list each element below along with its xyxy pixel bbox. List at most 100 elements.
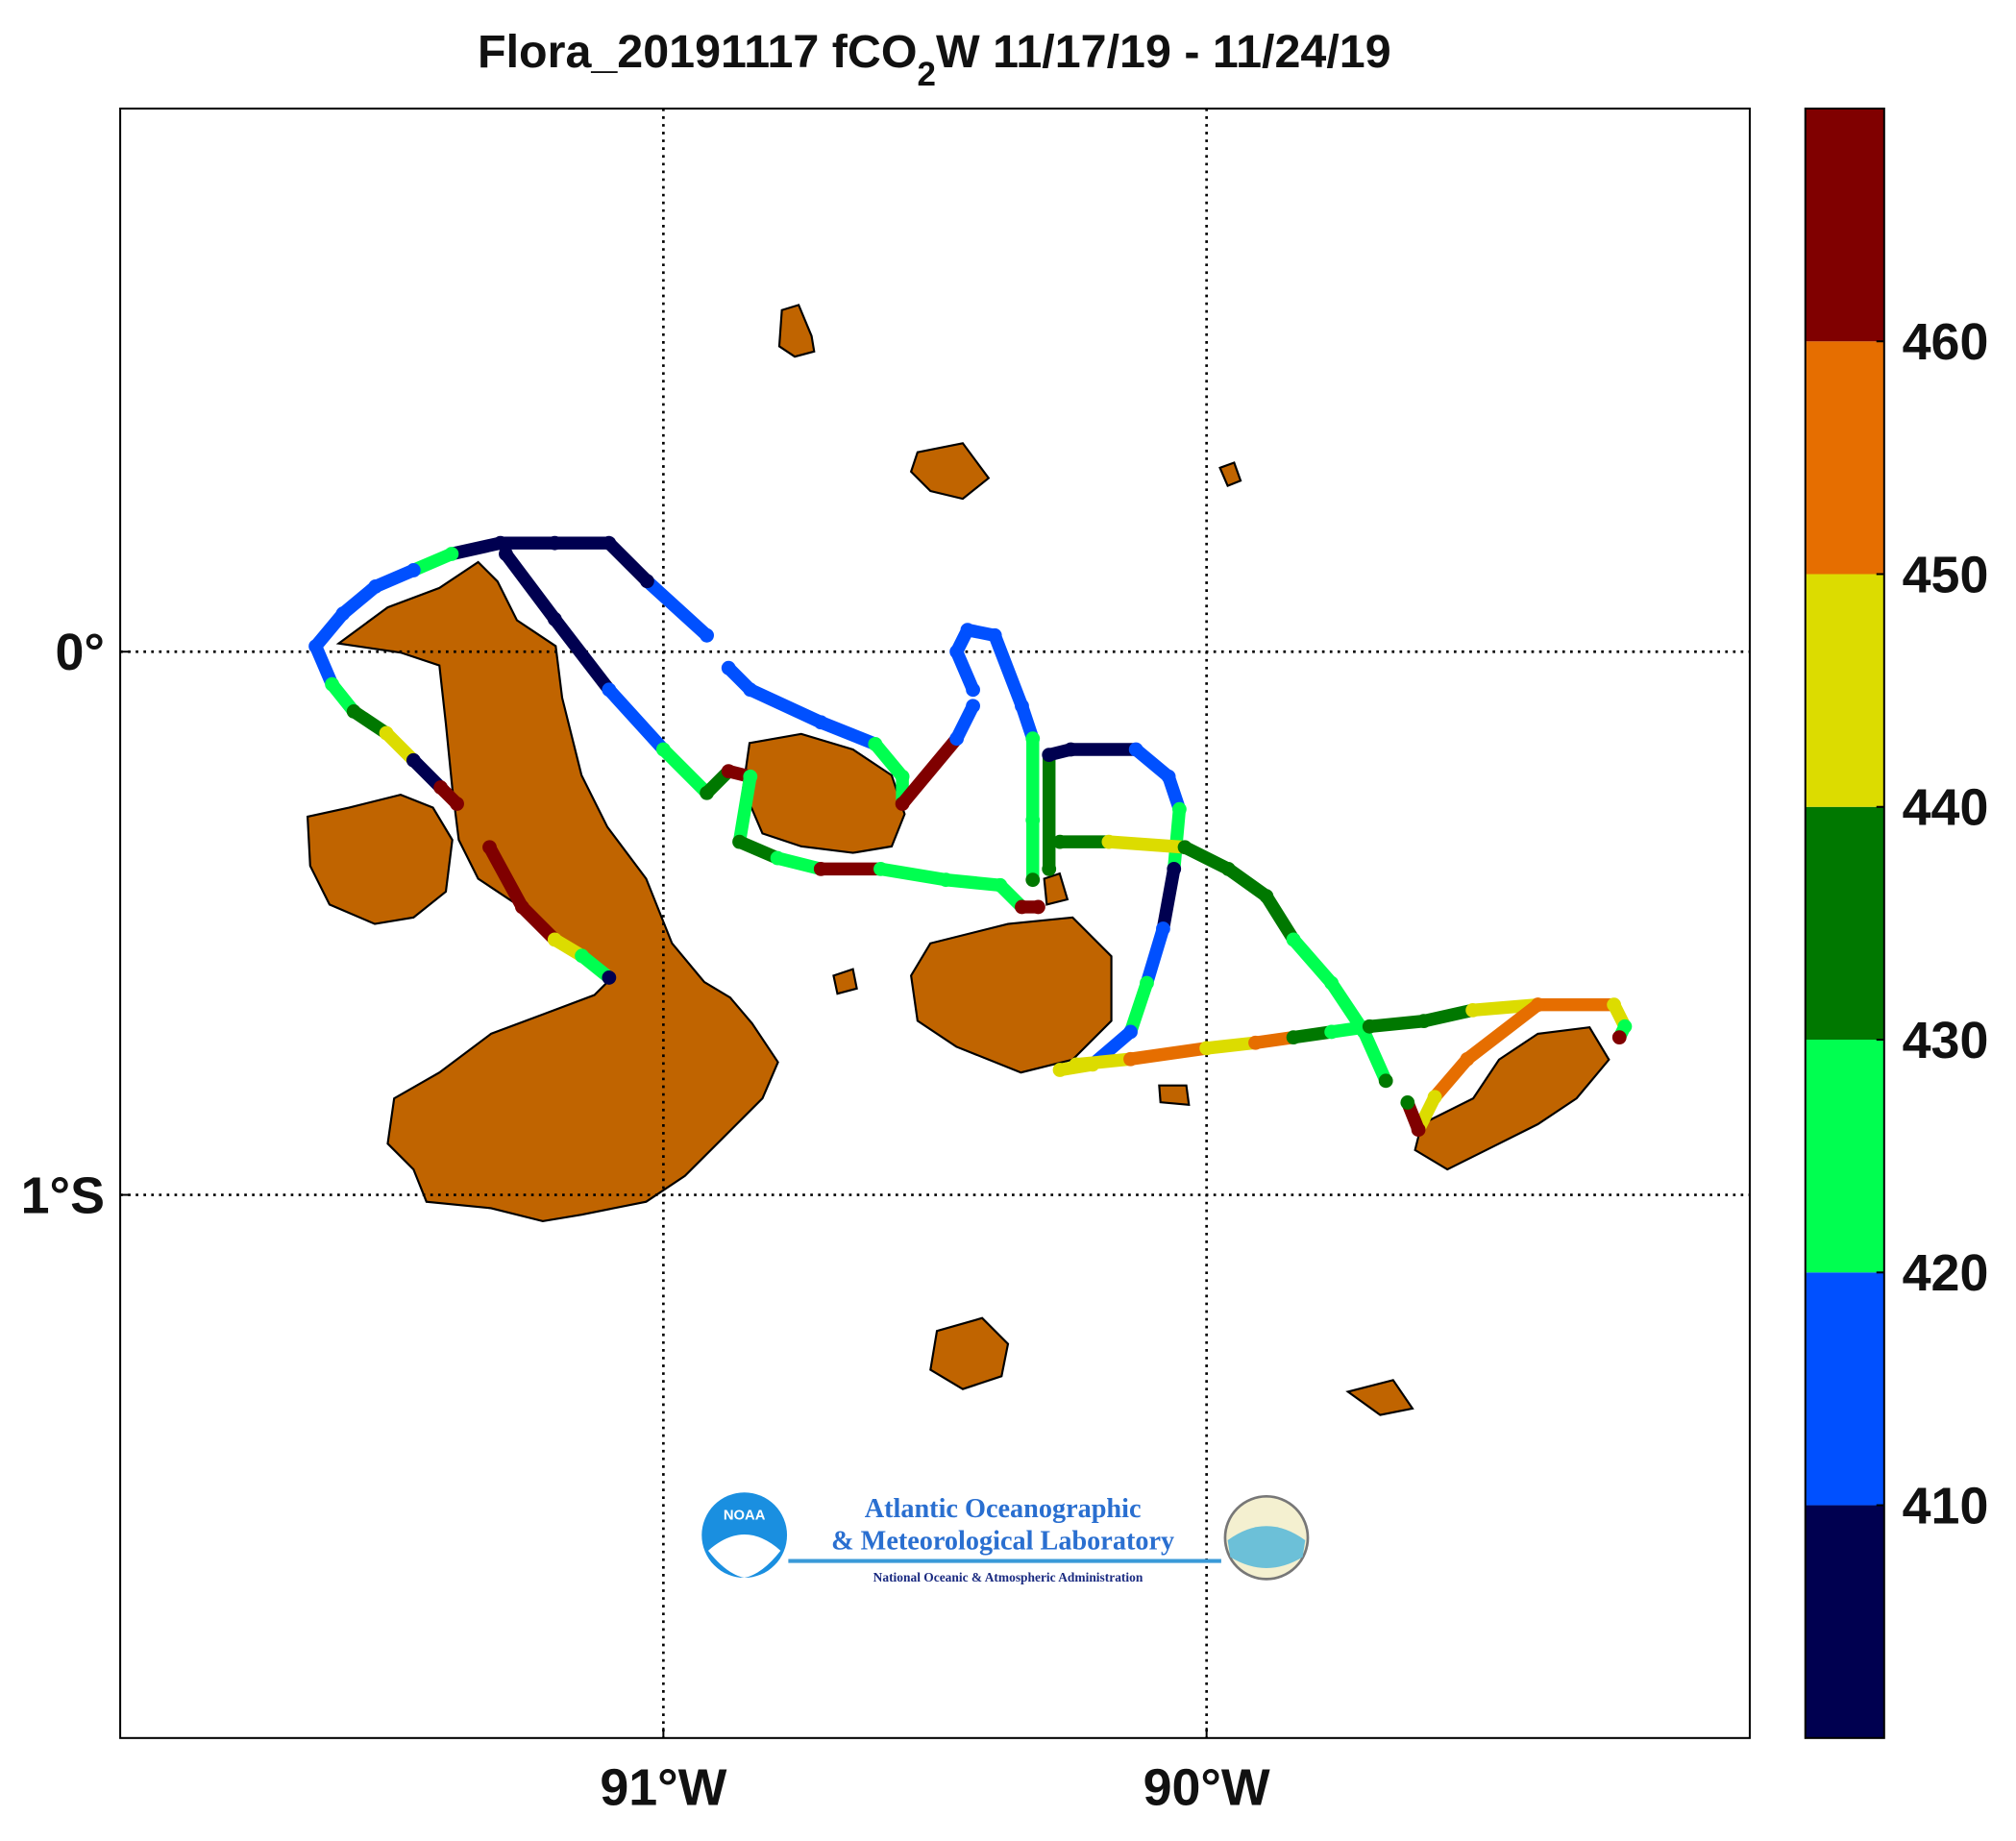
track-point: [1259, 889, 1274, 904]
logo-text: NOAA: [724, 1509, 766, 1524]
track-point: [1123, 1024, 1138, 1040]
track-point: [499, 547, 513, 561]
track-segment: [445, 536, 507, 561]
track-segment: [873, 862, 953, 887]
track-point: [1465, 1002, 1481, 1018]
noaa-emblem-wave: [707, 1534, 781, 1579]
track-segment: [732, 770, 757, 848]
title-text: Flora_20191117 fCO: [478, 26, 917, 78]
track-point: [1324, 975, 1340, 991]
track-point: [1123, 1051, 1138, 1067]
track-point: [949, 731, 965, 747]
track-point: [966, 699, 980, 714]
track-point: [482, 840, 497, 855]
track-segment: [1102, 835, 1192, 854]
track-segment: [482, 841, 529, 914]
colorbar-frame: [1804, 107, 1885, 1739]
track-point: [1063, 742, 1078, 757]
track-segment: [939, 872, 1007, 893]
track-segment: [1221, 862, 1273, 903]
colorbar: 410 420 430 440 450 460: [1804, 107, 1989, 1739]
colorbar-tick-label: 430: [1903, 1012, 1989, 1069]
title-text: W 11/17/19 - 11/24/19: [936, 26, 1391, 78]
track-point: [1411, 1122, 1426, 1138]
track-point: [1362, 1019, 1377, 1034]
track-point: [743, 769, 758, 784]
y-tick-label: 0°: [56, 624, 105, 681]
track-segment: [1363, 1014, 1431, 1034]
track-point: [640, 574, 654, 589]
track-point: [895, 769, 910, 784]
island: [742, 732, 906, 854]
track-point: [1531, 997, 1545, 1013]
track-point: [1248, 1035, 1263, 1050]
track-point: [966, 682, 980, 698]
track-point: [1025, 872, 1041, 888]
colorbar-bin: [1805, 1505, 1884, 1738]
track-point: [1378, 1073, 1393, 1089]
colorbar-tick-label: 460: [1903, 313, 1989, 371]
track-point: [1031, 899, 1045, 915]
track-point: [721, 764, 736, 779]
track-point: [1128, 742, 1143, 757]
track-segment: [1069, 1052, 1138, 1071]
islands: [306, 304, 1610, 1416]
track-point: [1400, 1095, 1415, 1110]
plot-frame: [119, 107, 1751, 1739]
island: [1158, 1084, 1191, 1107]
track-point: [406, 752, 421, 768]
track-point: [379, 725, 394, 741]
track-point: [987, 627, 1002, 643]
track-point: [1220, 861, 1236, 876]
track-point: [938, 872, 953, 888]
track-point: [1025, 731, 1041, 747]
track-point: [1156, 921, 1170, 936]
track-point: [1025, 813, 1041, 827]
track-point: [721, 660, 736, 675]
colorbar-tick-label: 410: [1903, 1477, 1989, 1534]
track-point: [547, 932, 562, 947]
track-point: [960, 623, 975, 638]
island: [1218, 461, 1242, 488]
track-point: [868, 736, 883, 751]
track-point: [1199, 1041, 1215, 1056]
x-tick-label: 90°W: [1143, 1759, 1270, 1817]
colorbar-bin: [1805, 574, 1884, 807]
track-point: [813, 715, 828, 730]
track-segment: [1199, 1036, 1263, 1055]
chart-title: Flora_20191117 fCO2W 11/17/19 - 11/24/19: [478, 26, 1391, 93]
track-point: [1607, 997, 1622, 1013]
track-point: [1416, 1014, 1432, 1029]
logo-text: Atlantic Oceanographic: [865, 1494, 1142, 1524]
track-point: [895, 797, 910, 811]
track-segment: [896, 731, 964, 811]
track-point: [1085, 1057, 1100, 1072]
track-point: [1427, 1090, 1442, 1105]
track-point: [406, 563, 421, 577]
track-point: [602, 535, 617, 551]
track-point: [813, 861, 828, 876]
track-segment: [771, 851, 828, 876]
track-point: [547, 535, 562, 551]
island: [777, 304, 816, 358]
track-point: [1042, 748, 1057, 763]
track-point: [1171, 801, 1187, 817]
track-point: [655, 742, 671, 757]
track-point: [1460, 1051, 1475, 1067]
colorbar-bin: [1805, 341, 1884, 575]
colorbar-bin: [1805, 1040, 1884, 1273]
island: [1414, 1025, 1610, 1171]
track-point: [993, 877, 1008, 893]
track-point: [1286, 932, 1301, 947]
track: [308, 535, 1633, 1138]
track-segment: [1461, 997, 1545, 1066]
track-point: [547, 611, 562, 626]
track-point: [1015, 699, 1029, 714]
track-segment: [744, 683, 828, 729]
island: [335, 560, 779, 1222]
track-segment: [1260, 889, 1300, 946]
track-point: [743, 682, 758, 698]
